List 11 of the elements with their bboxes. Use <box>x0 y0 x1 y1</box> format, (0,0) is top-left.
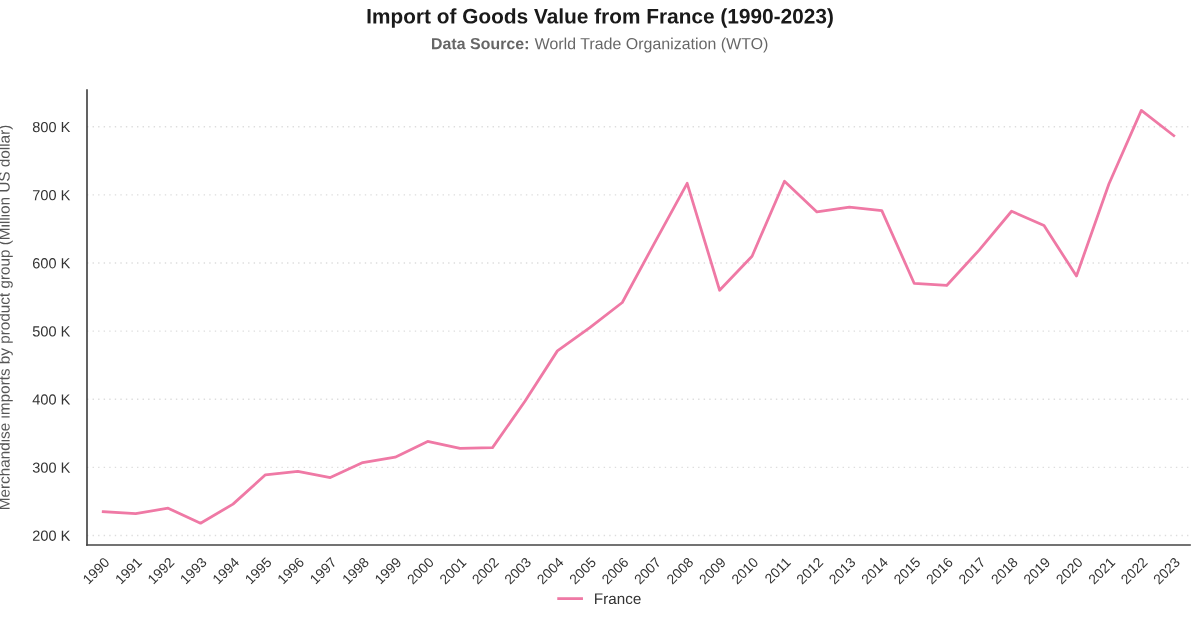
y-tick-label: 200 K <box>32 530 71 541</box>
y-tick-label: 800 K <box>32 121 71 133</box>
y-tick-label: 500 K <box>32 326 71 337</box>
y-tick-label: 700 K <box>32 190 71 201</box>
y-tick-label: 600 K <box>32 258 71 269</box>
line-series <box>101 109 1176 525</box>
y-tick-label: 400 K <box>32 394 71 405</box>
chart-title: Import of Goods Value from France (1990-2023) <box>367 8 833 28</box>
y-tick-label: 300 K <box>32 462 71 473</box>
chart-subtitle: Data Source: World Trade Organization (WTO) <box>432 37 768 53</box>
legend-label: France <box>595 593 641 605</box>
